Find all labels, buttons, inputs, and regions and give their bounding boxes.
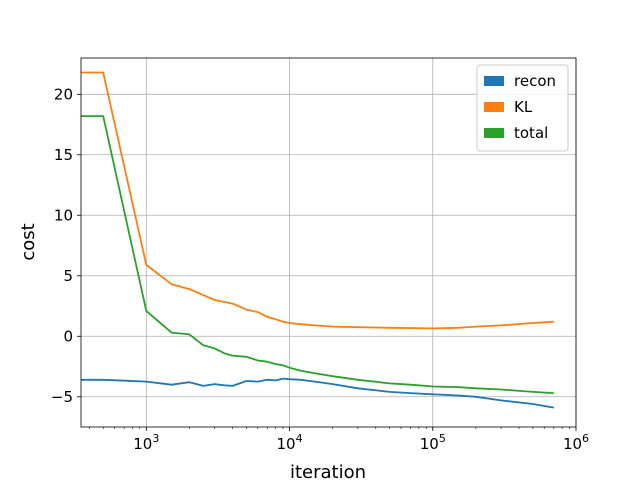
y-tick-label: 15 bbox=[54, 146, 73, 164]
y-axis-label: cost bbox=[18, 223, 39, 260]
legend-label-recon: recon bbox=[514, 72, 556, 90]
y-tick-label: 20 bbox=[54, 85, 73, 103]
legend-swatch-KL bbox=[484, 102, 504, 112]
x-tick-label: 106 bbox=[563, 432, 589, 453]
y-tick-label: 5 bbox=[63, 267, 73, 285]
x-tick-label: 104 bbox=[276, 432, 302, 453]
x-tick-label: 103 bbox=[133, 432, 159, 453]
legend-label-KL: KL bbox=[514, 98, 533, 116]
legend-label-total: total bbox=[514, 124, 548, 142]
x-tick-label: 105 bbox=[420, 432, 446, 453]
legend-swatch-recon bbox=[484, 76, 504, 86]
x-axis-label: iteration bbox=[290, 462, 366, 480]
y-axis: −5 0 5 10 15 20 bbox=[51, 85, 81, 406]
legend: recon KL total bbox=[476, 64, 569, 152]
plot-frame bbox=[80, 57, 577, 428]
series-line-recon bbox=[81, 377, 554, 409]
y-tick-label: −5 bbox=[51, 388, 73, 406]
series-layer bbox=[81, 71, 554, 409]
x-axis: 103 104 105 106 bbox=[89, 427, 589, 453]
legend-swatch-total bbox=[484, 128, 504, 138]
series-line-total bbox=[81, 115, 554, 394]
y-tick-label: 0 bbox=[63, 327, 73, 345]
y-tick-label: 10 bbox=[54, 206, 73, 224]
series-line-KL bbox=[81, 71, 554, 330]
